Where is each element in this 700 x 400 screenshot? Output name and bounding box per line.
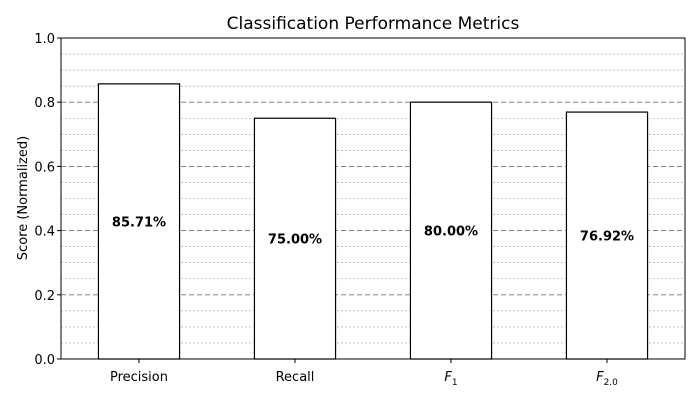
y-tick-label: 0.0 (34, 353, 55, 368)
bar (565, 111, 649, 360)
bar-value-label: 80.00% (424, 225, 478, 240)
chart-title: Classification Performance Metrics (227, 14, 520, 34)
bar (253, 117, 337, 360)
bar (409, 101, 493, 360)
bars (97, 83, 649, 360)
y-tick-label: 1.0 (34, 32, 55, 47)
x-tick-label: Precision (110, 370, 168, 385)
x-tick-label: F2.0 (596, 370, 618, 388)
labels: 85.71% Precision 75.00% Recall 80.00% F1 76.92… (34, 32, 634, 388)
bar-value-label: 75.00% (268, 233, 322, 248)
x-tick-label: F1 (444, 370, 457, 388)
bar-value-label: 85.71% (112, 215, 166, 230)
bar-value-label: 76.92% (580, 230, 634, 245)
bar (97, 83, 181, 360)
y-tick-label: 0.2 (34, 289, 55, 304)
y-tick-label: 0.6 (34, 160, 55, 175)
axes (57, 37, 686, 363)
x-tick-label: Recall (276, 370, 315, 385)
y-tick-label: 0.8 (34, 96, 55, 111)
y-tick-label: 0.4 (34, 225, 55, 240)
y-axis-label: Score (Normalized) (16, 136, 31, 260)
plot-frame (60, 37, 686, 360)
